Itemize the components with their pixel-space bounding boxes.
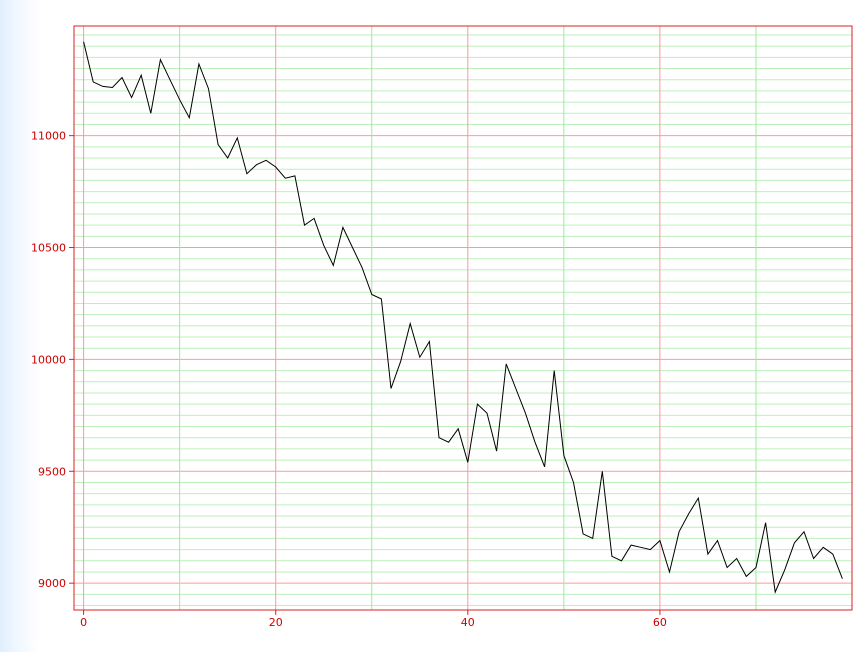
x-tick-label: 20 <box>269 616 283 629</box>
y-tick-label: 10500 <box>31 242 66 255</box>
y-tick-label: 9000 <box>38 577 66 590</box>
y-tick-label: 9500 <box>38 465 66 478</box>
y-tick-label: 10000 <box>31 353 66 366</box>
y-tick-label: 11000 <box>31 130 66 143</box>
x-tick-label: 40 <box>461 616 475 629</box>
y-axis: 9000 9500 10000 10500 11000 <box>31 130 74 590</box>
grid-layer <box>74 26 853 610</box>
x-axis: 0 20 40 60 <box>80 610 667 629</box>
plot-frame <box>73 25 853 611</box>
x-tick-label: 0 <box>80 616 87 629</box>
series-line <box>83 41 843 594</box>
x-tick-label: 60 <box>653 616 667 629</box>
